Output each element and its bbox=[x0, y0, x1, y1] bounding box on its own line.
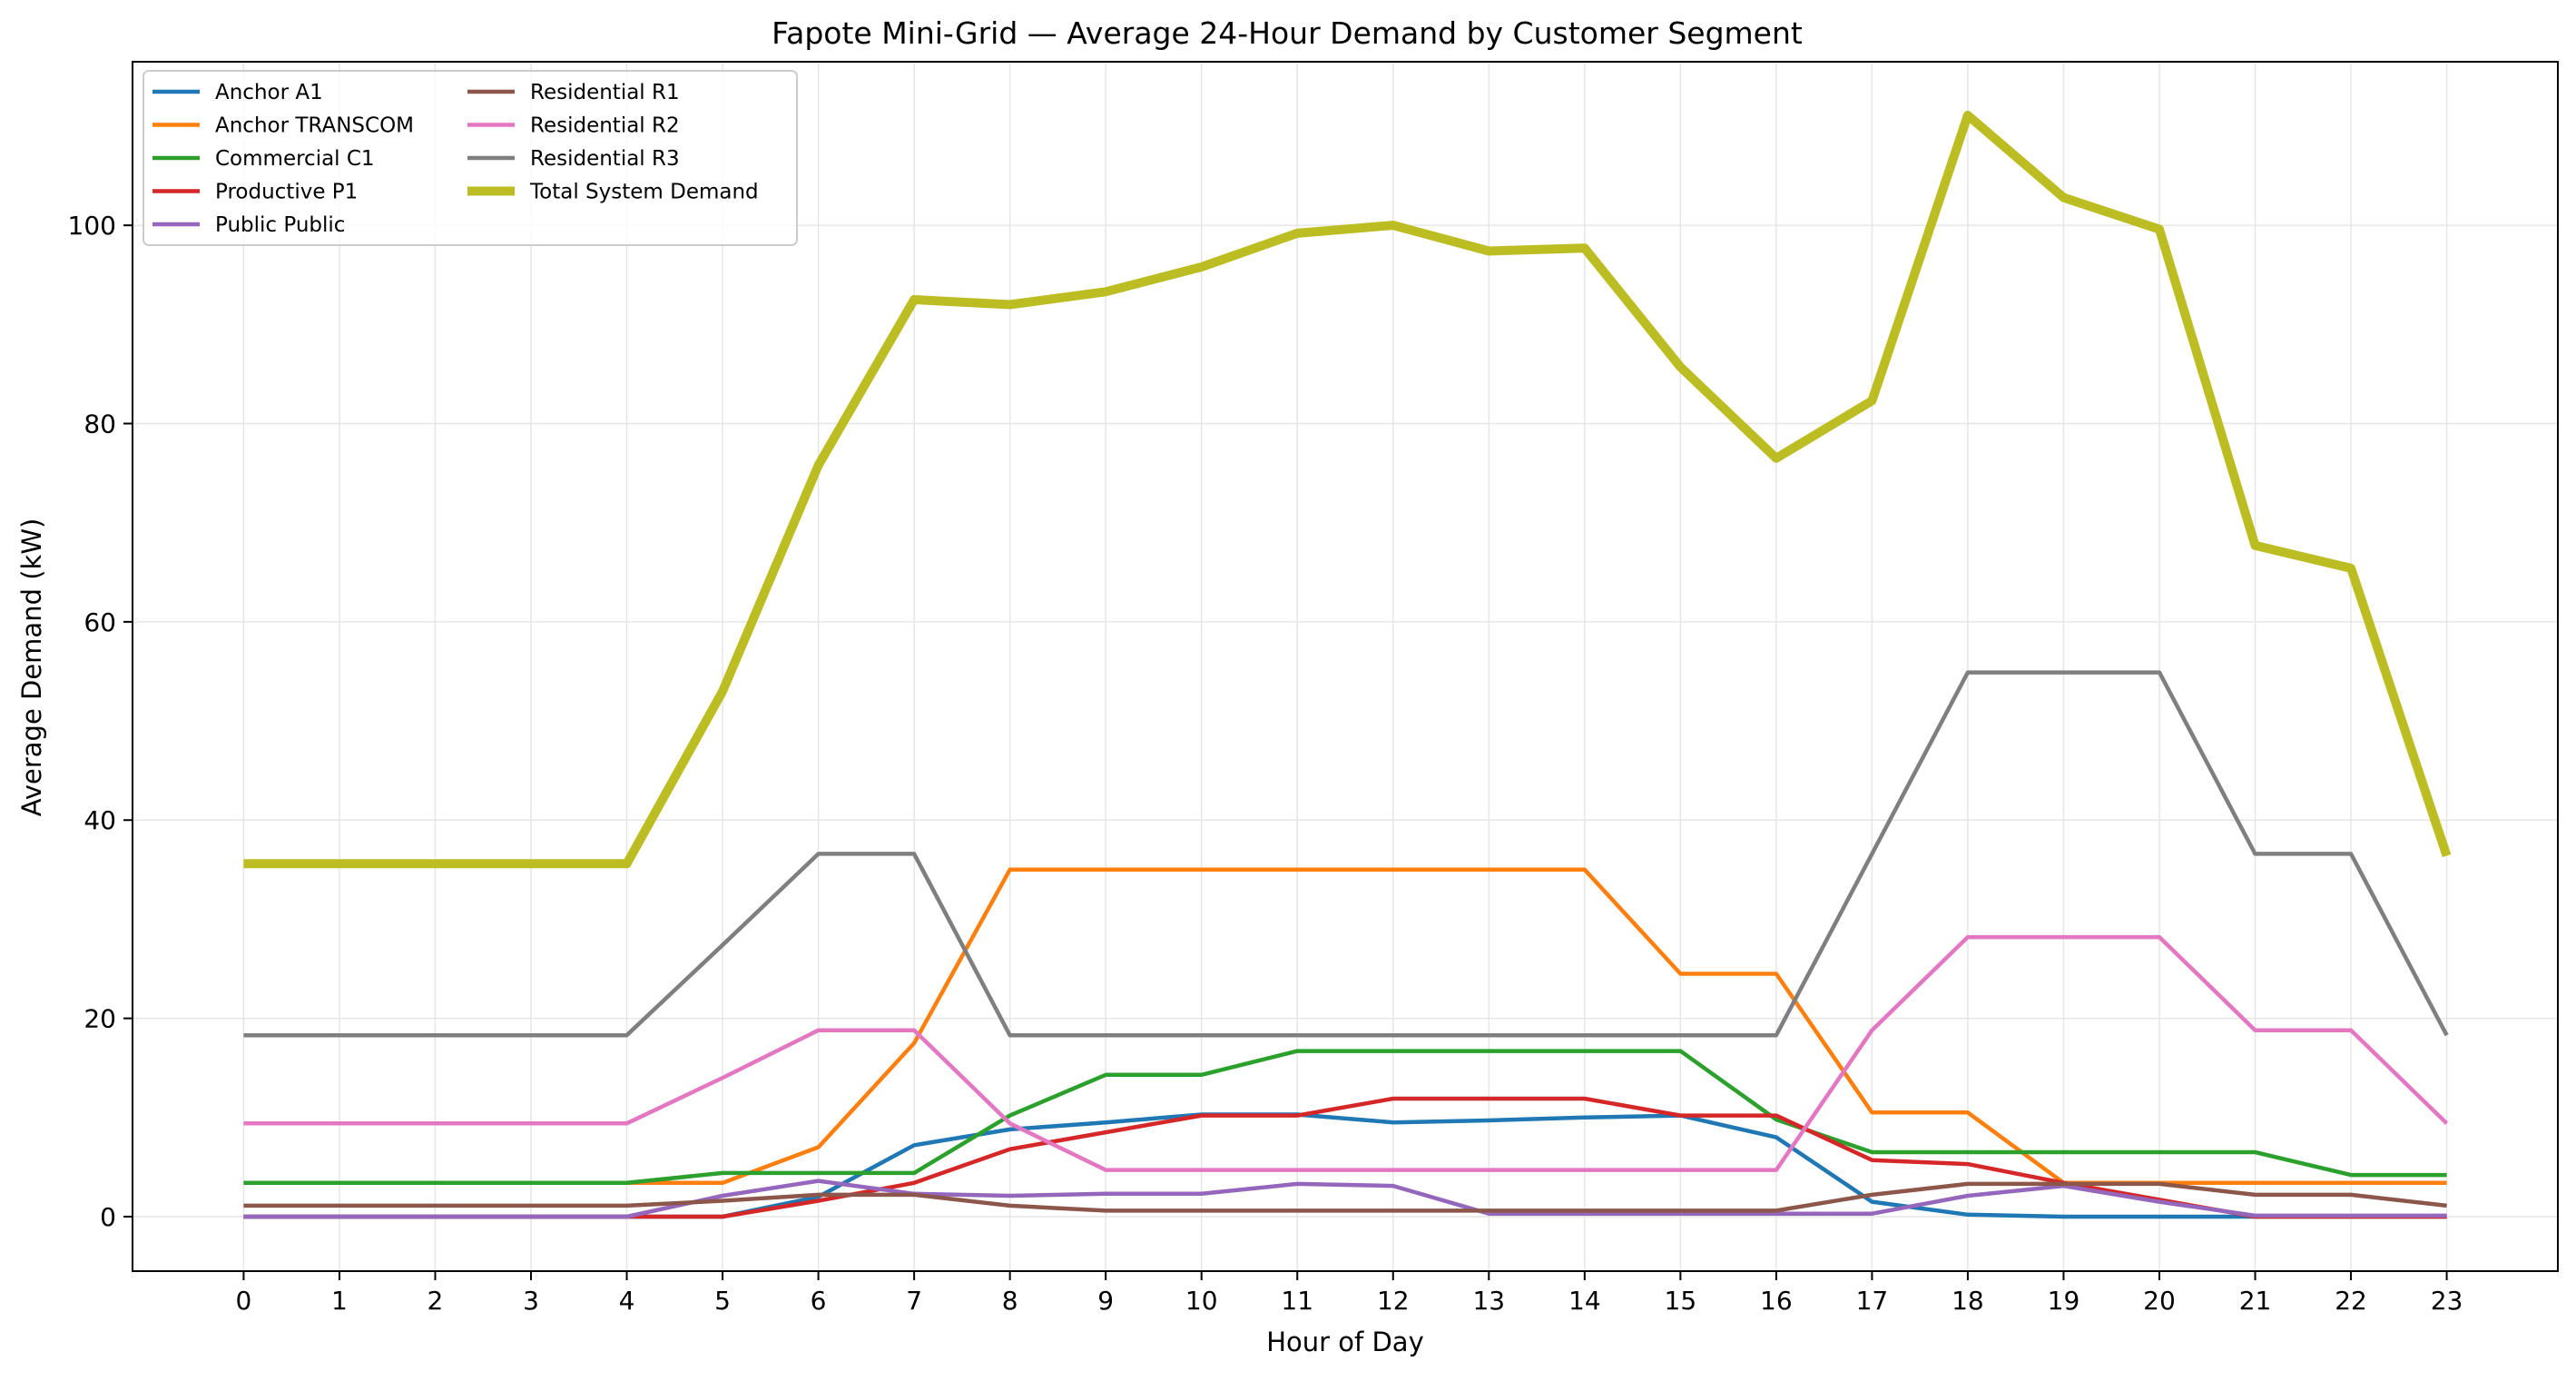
legend-label-residential-r3: Residential R3 bbox=[530, 147, 680, 171]
x-tick-label: 6 bbox=[811, 1286, 827, 1316]
x-tick-label: 5 bbox=[714, 1286, 731, 1316]
x-tick-label: 14 bbox=[1568, 1286, 1601, 1316]
series-lines bbox=[243, 111, 2452, 1219]
legend-label-productive-p1: Productive P1 bbox=[215, 181, 358, 204]
x-tick-label: 22 bbox=[2335, 1286, 2367, 1316]
x-axis: 0 1 2 3 4 5 6 7 8 9 10 11 12 13 14 15 16 17 18 19 20 21 22 23 bbox=[235, 1271, 2463, 1316]
series-line-residential-r2 bbox=[243, 934, 2449, 1172]
series-line-total-system-demand bbox=[243, 111, 2452, 869]
series-line-residential-r3 bbox=[243, 670, 2449, 1038]
x-tick-label: 15 bbox=[1665, 1286, 1697, 1316]
x-tick-label: 19 bbox=[2048, 1286, 2080, 1316]
legend-label-residential-r1: Residential R1 bbox=[530, 81, 680, 104]
legend-label-anchor-transcom: Anchor TRANSCOM bbox=[215, 114, 414, 138]
legend-label-anchor-a1: Anchor A1 bbox=[215, 81, 323, 104]
x-tick-label: 12 bbox=[1377, 1286, 1410, 1316]
y-tick-label: 80 bbox=[84, 409, 116, 439]
y-tick-label: 0 bbox=[100, 1202, 116, 1232]
legend: Anchor A1 Anchor TRANSCOM Commercial C1 Pro… bbox=[143, 70, 798, 246]
x-tick-label: 2 bbox=[428, 1286, 444, 1316]
x-tick-label: 9 bbox=[1097, 1286, 1114, 1316]
legend-label-residential-r2: Residential R2 bbox=[530, 114, 680, 138]
x-tick-label: 17 bbox=[1856, 1286, 1889, 1316]
legend-label-commercial-c1: Commercial C1 bbox=[215, 147, 375, 171]
y-axis: 0 20 40 60 80 100 bbox=[68, 211, 133, 1232]
x-axis-label: Hour of Day bbox=[1266, 1327, 1424, 1357]
x-tick-label: 4 bbox=[619, 1286, 635, 1316]
grid bbox=[133, 62, 2558, 1271]
y-tick-label: 100 bbox=[68, 211, 116, 241]
x-tick-label: 18 bbox=[1952, 1286, 1984, 1316]
chart-title: Fapote Mini-Grid — Average 24-Hour Deman… bbox=[772, 15, 1803, 51]
legend-label-total-system-demand: Total System Demand bbox=[529, 181, 759, 204]
plot-frame bbox=[132, 61, 2559, 1272]
x-tick-label: 3 bbox=[523, 1286, 539, 1316]
series-line-residential-r1 bbox=[243, 1181, 2447, 1213]
x-tick-label: 11 bbox=[1281, 1286, 1313, 1316]
x-tick-label: 13 bbox=[1472, 1286, 1505, 1316]
legend-label-public-public: Public Public bbox=[215, 213, 345, 237]
y-tick-label: 20 bbox=[84, 1004, 116, 1034]
series-line-commercial-c1 bbox=[243, 1049, 2447, 1186]
x-tick-label: 8 bbox=[1002, 1286, 1018, 1316]
x-tick-label: 0 bbox=[235, 1286, 251, 1316]
x-tick-label: 21 bbox=[2239, 1286, 2272, 1316]
x-tick-label: 20 bbox=[2143, 1286, 2176, 1316]
y-tick-label: 60 bbox=[84, 607, 116, 637]
x-tick-label: 23 bbox=[2431, 1286, 2463, 1316]
y-axis-label: Average Demand (kW) bbox=[16, 518, 47, 817]
y-tick-label: 40 bbox=[84, 805, 116, 835]
x-tick-label: 7 bbox=[906, 1286, 922, 1316]
x-tick-label: 1 bbox=[331, 1286, 348, 1316]
series-line-public-public bbox=[243, 1179, 2447, 1219]
x-tick-label: 10 bbox=[1185, 1286, 1218, 1316]
x-tick-label: 16 bbox=[1760, 1286, 1793, 1316]
